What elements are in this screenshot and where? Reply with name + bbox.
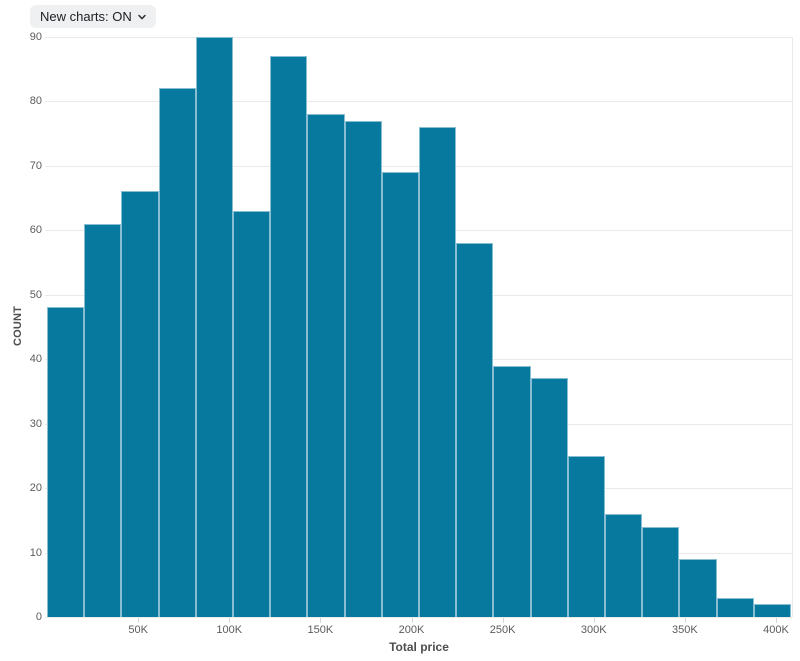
y-tick-label: 90 — [29, 30, 42, 43]
x-tick-mark — [320, 618, 322, 623]
histogram-bar[interactable] — [344, 120, 382, 617]
x-tick-mark — [684, 618, 686, 623]
y-tick-label: 70 — [29, 159, 42, 172]
new-charts-dropdown-label: New charts: ON — [40, 9, 132, 24]
x-tick-label: 350K — [672, 624, 698, 636]
histogram-bar[interactable] — [456, 243, 494, 617]
histogram-bar[interactable] — [567, 455, 605, 617]
x-tick-label: 400K — [763, 624, 789, 636]
y-tick-label: 30 — [29, 417, 42, 430]
plot-right-border — [792, 36, 793, 617]
histogram-bar[interactable] — [605, 513, 643, 617]
x-tick-label: 300K — [580, 624, 607, 636]
histogram-bar[interactable] — [716, 597, 754, 617]
y-tick-label: 50 — [29, 288, 42, 301]
y-tick-label: 10 — [29, 546, 42, 559]
histogram-bar[interactable] — [679, 558, 717, 617]
x-axis-title: Total price — [389, 640, 449, 654]
x-tick-label: 50K — [128, 624, 148, 636]
histogram-bar[interactable] — [307, 114, 345, 617]
y-axis-title: COUNT — [12, 305, 24, 347]
histogram-bar[interactable] — [530, 378, 568, 617]
x-tick-mark — [776, 618, 777, 623]
y-tick-label: 60 — [29, 224, 42, 237]
x-tick-label: 200K — [398, 624, 425, 636]
chevron-down-icon — [137, 12, 147, 22]
x-tick-label: 250K — [489, 624, 516, 636]
x-tick-mark — [593, 618, 595, 623]
y-tick-label: 0 — [35, 611, 42, 623]
histogram-bar[interactable] — [47, 307, 85, 617]
histogram-bar[interactable] — [381, 172, 419, 617]
histogram-bar[interactable] — [642, 526, 680, 617]
x-tick-mark — [229, 618, 231, 623]
x-tick-label: 150K — [307, 624, 334, 636]
new-charts-dropdown[interactable]: New charts: ON — [30, 5, 156, 28]
y-tick-label: 20 — [29, 482, 42, 495]
gridline — [45, 165, 792, 167]
gridline — [45, 36, 792, 38]
histogram-bar[interactable] — [233, 210, 271, 617]
histogram-bar[interactable] — [84, 223, 122, 617]
histogram-bar[interactable] — [493, 365, 531, 617]
x-tick-mark — [411, 618, 413, 623]
histogram-bar[interactable] — [270, 56, 308, 617]
histogram-bar[interactable] — [419, 126, 457, 617]
x-tick-label: 100K — [216, 624, 243, 636]
histogram-bar[interactable] — [195, 36, 233, 617]
gridline — [45, 617, 792, 618]
x-tick-mark — [502, 618, 504, 623]
histogram-bar[interactable] — [158, 88, 196, 617]
x-tick-mark — [138, 618, 140, 623]
gridline — [45, 101, 792, 103]
histogram-bar[interactable] — [121, 191, 159, 617]
y-tick-label: 40 — [29, 353, 42, 366]
y-tick-label: 80 — [29, 95, 42, 108]
histogram-bar[interactable] — [753, 604, 791, 617]
